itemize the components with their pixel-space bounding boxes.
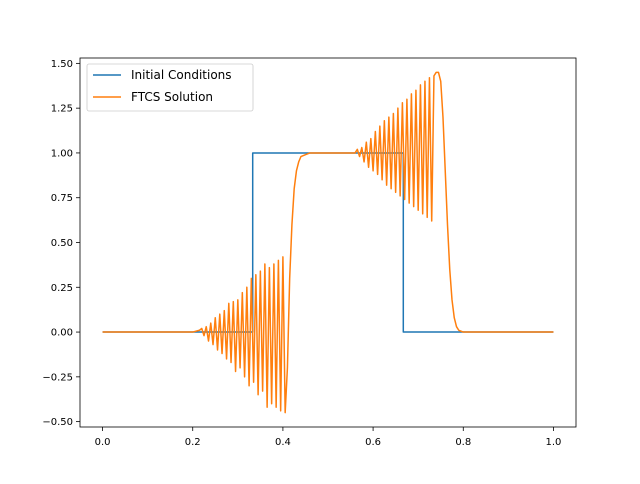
y-axis-ticks: −0.50 −0.25 0.00 0.25 0.50 0.75 1.00 1.25 1.50 (42, 59, 80, 428)
legend-label-ftcs: FTCS Solution (131, 90, 213, 104)
y-tick-label: 1.25 (51, 104, 73, 115)
axes-frame (79, 57, 577, 428)
x-tick-label: 0.4 (275, 437, 291, 448)
x-axis-ticks: 0.0 0.2 0.4 0.6 0.8 1.0 (95, 427, 562, 448)
legend-label-initial: Initial Conditions (131, 68, 232, 82)
x-tick-label: 0.6 (365, 437, 381, 448)
y-tick-label: 0.75 (51, 193, 73, 204)
y-tick-label: 0.00 (51, 328, 73, 339)
x-tick-label: 1.0 (546, 437, 562, 448)
x-tick-label: 0.2 (185, 437, 201, 448)
y-tick-label: −0.50 (42, 417, 73, 428)
y-tick-label: 0.25 (51, 283, 73, 294)
series-layer (102, 71, 554, 414)
y-tick-label: 1.00 (51, 148, 73, 159)
x-tick-label: 0.8 (455, 437, 471, 448)
series-line-1 (102, 71, 554, 414)
plot-area (79, 57, 577, 428)
legend: Initial Conditions FTCS Solution (86, 63, 254, 112)
x-tick-label: 0.0 (95, 437, 111, 448)
series-line-0 (102, 152, 554, 333)
legend-box (86, 63, 254, 112)
y-tick-label: 1.50 (51, 59, 73, 70)
y-tick-label: 0.50 (51, 238, 73, 249)
y-tick-label: −0.25 (42, 372, 73, 383)
